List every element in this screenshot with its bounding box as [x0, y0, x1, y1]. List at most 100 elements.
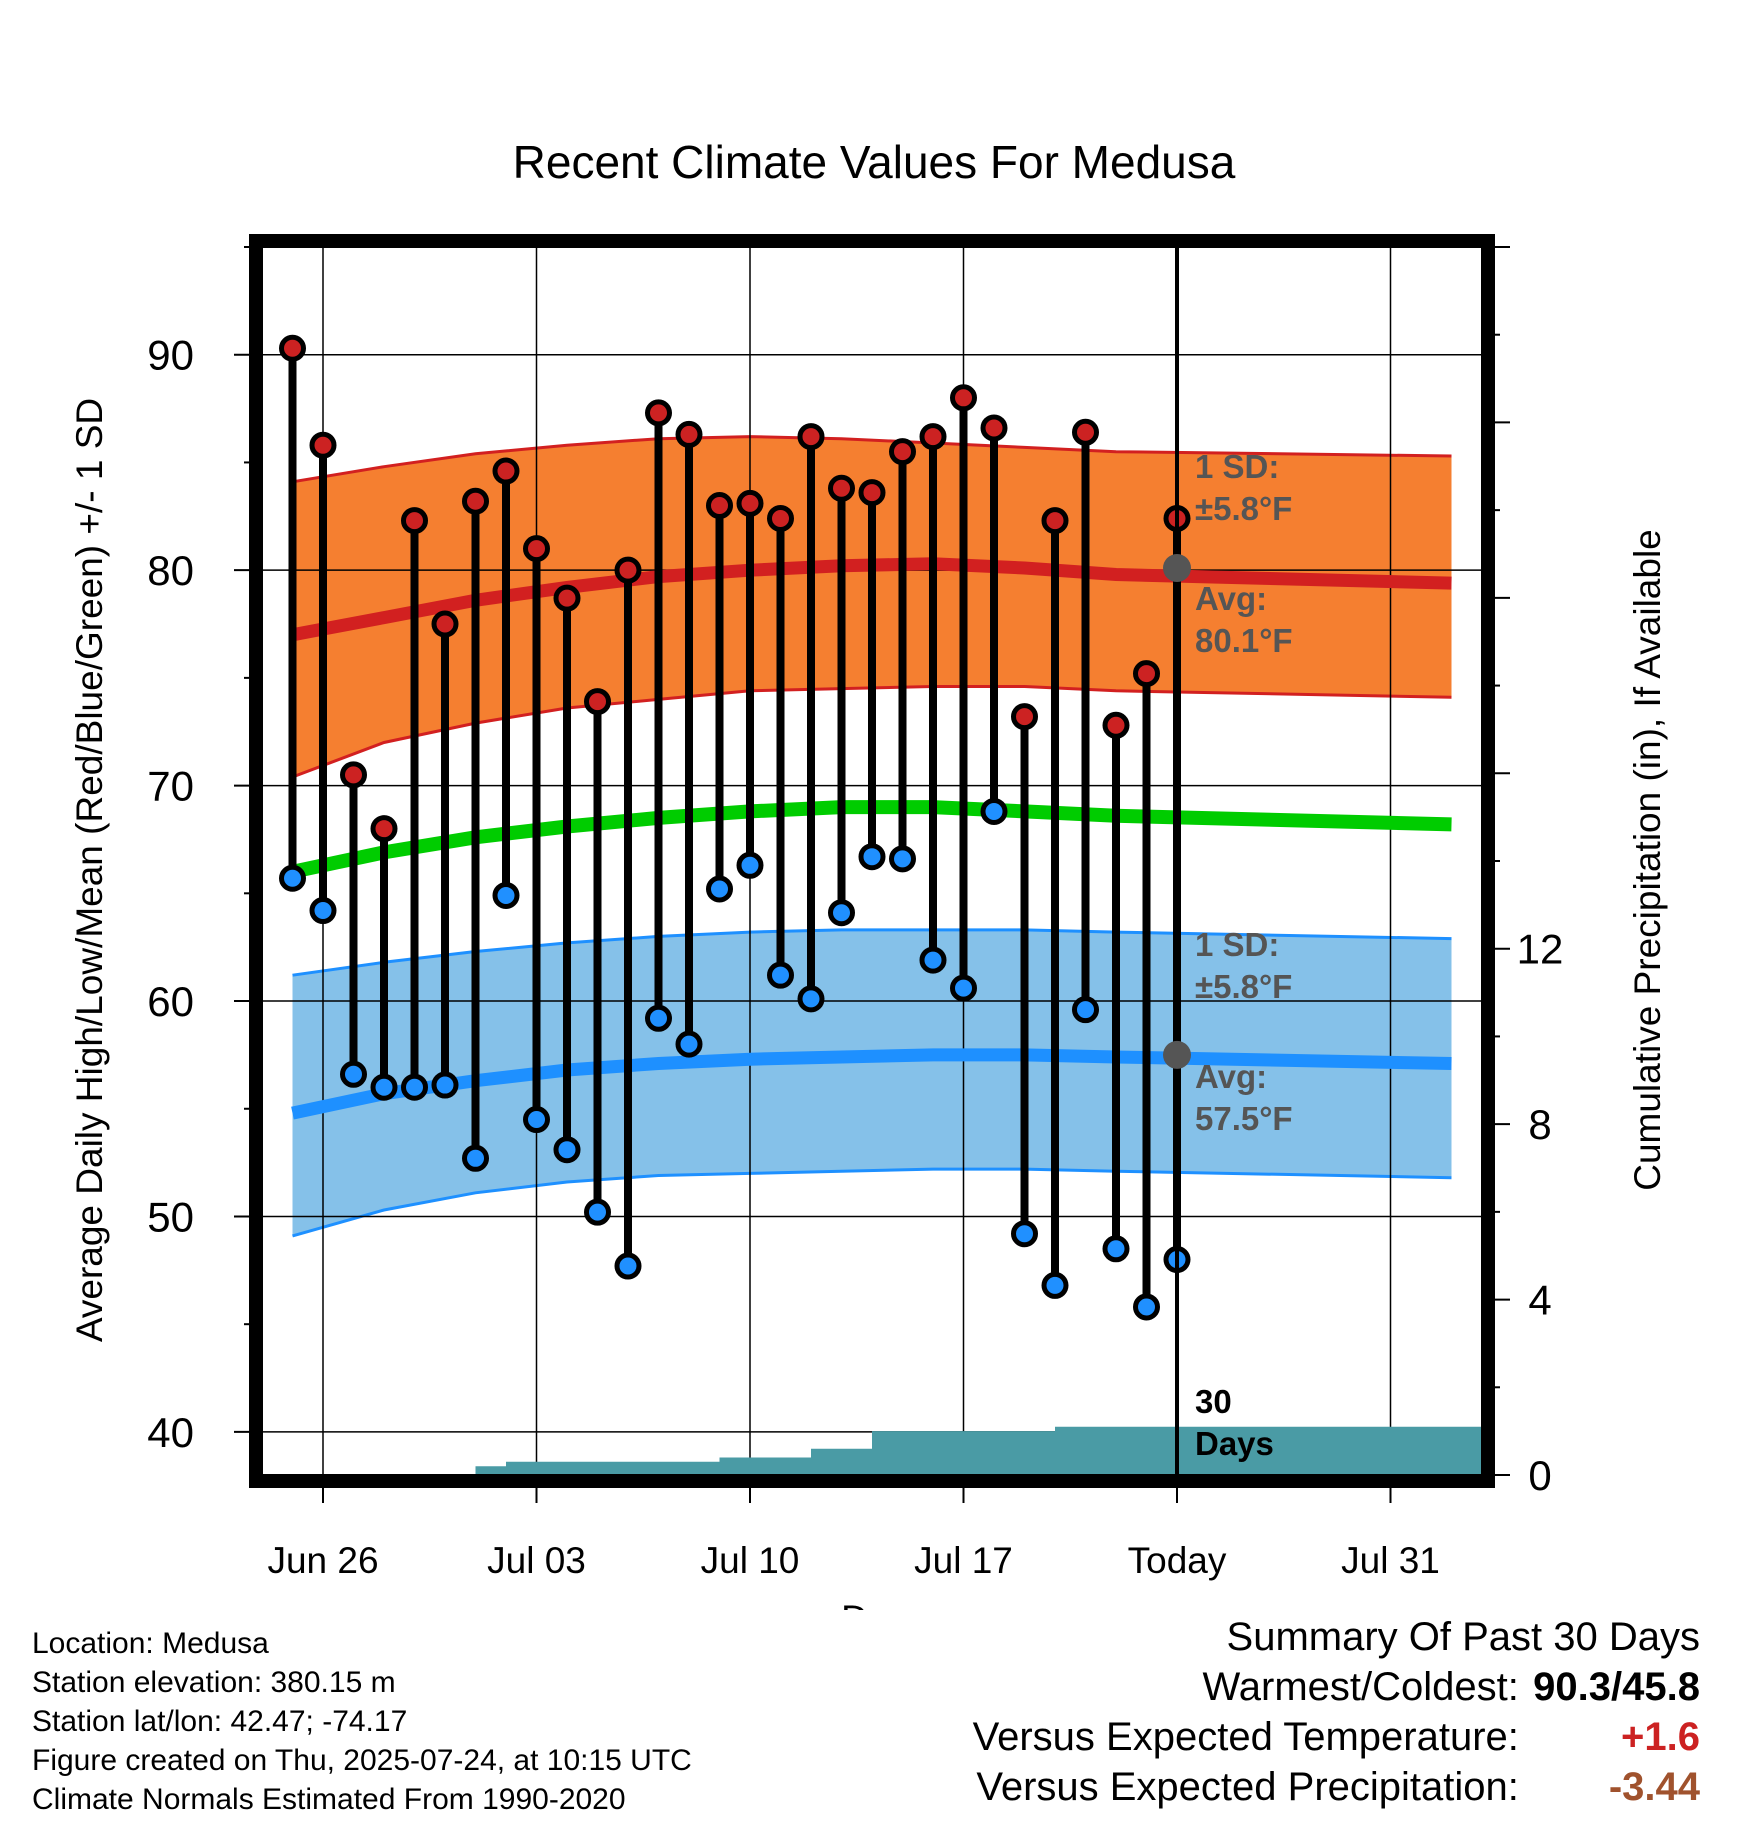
temp-value: +1.6: [1621, 1715, 1700, 1759]
low-point: [401, 1073, 428, 1101]
low-point: [736, 851, 764, 879]
high-point: [553, 584, 581, 612]
precip-value: -3.44: [1608, 1765, 1700, 1809]
low-sd-band: [292, 929, 1452, 1236]
low-point: [492, 881, 520, 909]
low-point: [797, 985, 825, 1013]
y-tick-label: 90: [147, 332, 194, 379]
today-count-days: Days: [1195, 1425, 1274, 1462]
high-point: [431, 610, 459, 638]
latlon-text: Station lat/lon: 42.47; -74.17: [32, 1705, 408, 1738]
y-tick-label: 80: [147, 547, 194, 594]
low-point: [645, 1004, 672, 1032]
low-point: [828, 899, 855, 927]
high-point: [523, 535, 550, 563]
high-point: [889, 438, 916, 466]
high-sd-value: ±5.8°F: [1195, 490, 1292, 527]
high-point: [950, 384, 977, 412]
today-count-number: 30: [1195, 1383, 1232, 1420]
low-point: [1011, 1220, 1038, 1248]
x-tick-label: Jun 26: [267, 1540, 378, 1581]
high-sd-label: 1 SD:: [1195, 448, 1279, 485]
low-point: [279, 864, 306, 892]
high-point: [706, 492, 733, 520]
low-point: [1133, 1293, 1160, 1321]
y-right-tick-label: 4: [1528, 1277, 1551, 1324]
precip-area: [262, 1426, 1482, 1475]
high-point: [797, 423, 825, 451]
low-point: [767, 961, 794, 989]
high-point: [919, 423, 947, 451]
high-point: [1102, 711, 1130, 739]
low-point: [370, 1073, 398, 1101]
high-avg-marker: [1163, 554, 1191, 583]
y-right-tick-label: 8: [1528, 1101, 1551, 1148]
x-tick-label: Jul 03: [487, 1540, 586, 1581]
y-right-tick-label: 0: [1528, 1452, 1551, 1499]
plot-frame: [249, 234, 1495, 1488]
location-text: Location: Medusa: [32, 1627, 269, 1660]
high-avg-label: Avg:: [1195, 580, 1267, 617]
high-point: [614, 556, 642, 584]
high-point: [340, 761, 367, 789]
x-tick-label: Jul 17: [914, 1540, 1013, 1581]
low-point: [1102, 1235, 1130, 1263]
low-avg-label: Avg:: [1195, 1058, 1267, 1095]
high-point: [645, 399, 672, 427]
low-point: [584, 1198, 611, 1226]
x-tick-label: Jul 31: [1341, 1540, 1440, 1581]
y-tick-label: 70: [147, 763, 194, 810]
low-point: [919, 946, 947, 974]
high-avg-value: 80.1°F: [1195, 622, 1293, 659]
summary-warm-cold-row: Warmest/Coldest: 90.3/45.8: [973, 1662, 1701, 1712]
low-point: [858, 843, 886, 871]
normals-text: Climate Normals Estimated From 1990-2020: [32, 1783, 626, 1816]
high-point: [1133, 660, 1160, 688]
x-axis-label: Day: [841, 1598, 907, 1610]
high-point: [767, 504, 794, 532]
high-point: [828, 474, 855, 502]
high-point: [584, 688, 611, 716]
high-point: [492, 457, 520, 485]
y-tick-label: 60: [147, 978, 194, 1025]
low-point: [980, 797, 1008, 825]
station-info: Location: Medusa Station elevation: 380.…: [32, 1624, 692, 1819]
low-point: [1072, 996, 1099, 1024]
low-sd-value: ±5.8°F: [1195, 968, 1292, 1005]
summary-temp-row: Versus Expected Temperature: +1.6: [973, 1712, 1700, 1762]
summary-precip-row: Versus Expected Precipitation: -3.44: [973, 1762, 1700, 1812]
high-point: [980, 414, 1008, 442]
climate-chart: Recent Climate Values For Medusa 1 SD: ±5…: [69, 136, 1668, 1610]
high-point: [858, 479, 886, 507]
high-point: [1041, 507, 1069, 535]
low-avg-marker: [1163, 1040, 1191, 1069]
summary-title: Summary Of Past 30 Days: [1226, 1615, 1700, 1659]
warm-cold-value: 90.3/45.8: [1533, 1665, 1700, 1709]
warm-cold-label: Warmest/Coldest:: [1202, 1665, 1519, 1709]
high-point: [309, 431, 337, 459]
low-point: [431, 1071, 459, 1099]
precip-label: Versus Expected Precipitation:: [976, 1765, 1519, 1809]
high-point: [1011, 703, 1038, 731]
elevation-text: Station elevation: 380.15 m: [32, 1666, 396, 1699]
y-tick-label: 50: [147, 1193, 194, 1240]
high-point: [462, 487, 489, 515]
low-point: [614, 1252, 642, 1280]
chart-title: Recent Climate Values For Medusa: [513, 136, 1236, 188]
plot-area: 1 SD: ±5.8°F Avg: 80.1°F 1 SD: ±5.8°F Avg: 57.5…: [262, 247, 1482, 1475]
y-right-axis-label: Cumulative Precipitation (in), If Availa…: [1627, 529, 1668, 1191]
summary-panel: Summary Of Past 30 Days Warmest/Coldest:…: [973, 1612, 1700, 1812]
y-axis-label: Average Daily High/Low/Mean (Red/Blue/Gr…: [69, 398, 110, 1342]
low-point: [553, 1136, 581, 1164]
low-point: [1041, 1271, 1069, 1299]
high-point: [401, 507, 428, 535]
low-point: [462, 1144, 489, 1172]
low-point: [340, 1060, 367, 1088]
y-right-tick-label: 12: [1517, 926, 1564, 973]
low-point: [675, 1030, 703, 1058]
y-tick-label: 40: [147, 1409, 194, 1456]
low-avg-value: 57.5°F: [1195, 1100, 1293, 1137]
x-tick-label: Jul 10: [701, 1540, 800, 1581]
low-point: [950, 974, 977, 1002]
low-point: [523, 1106, 550, 1134]
